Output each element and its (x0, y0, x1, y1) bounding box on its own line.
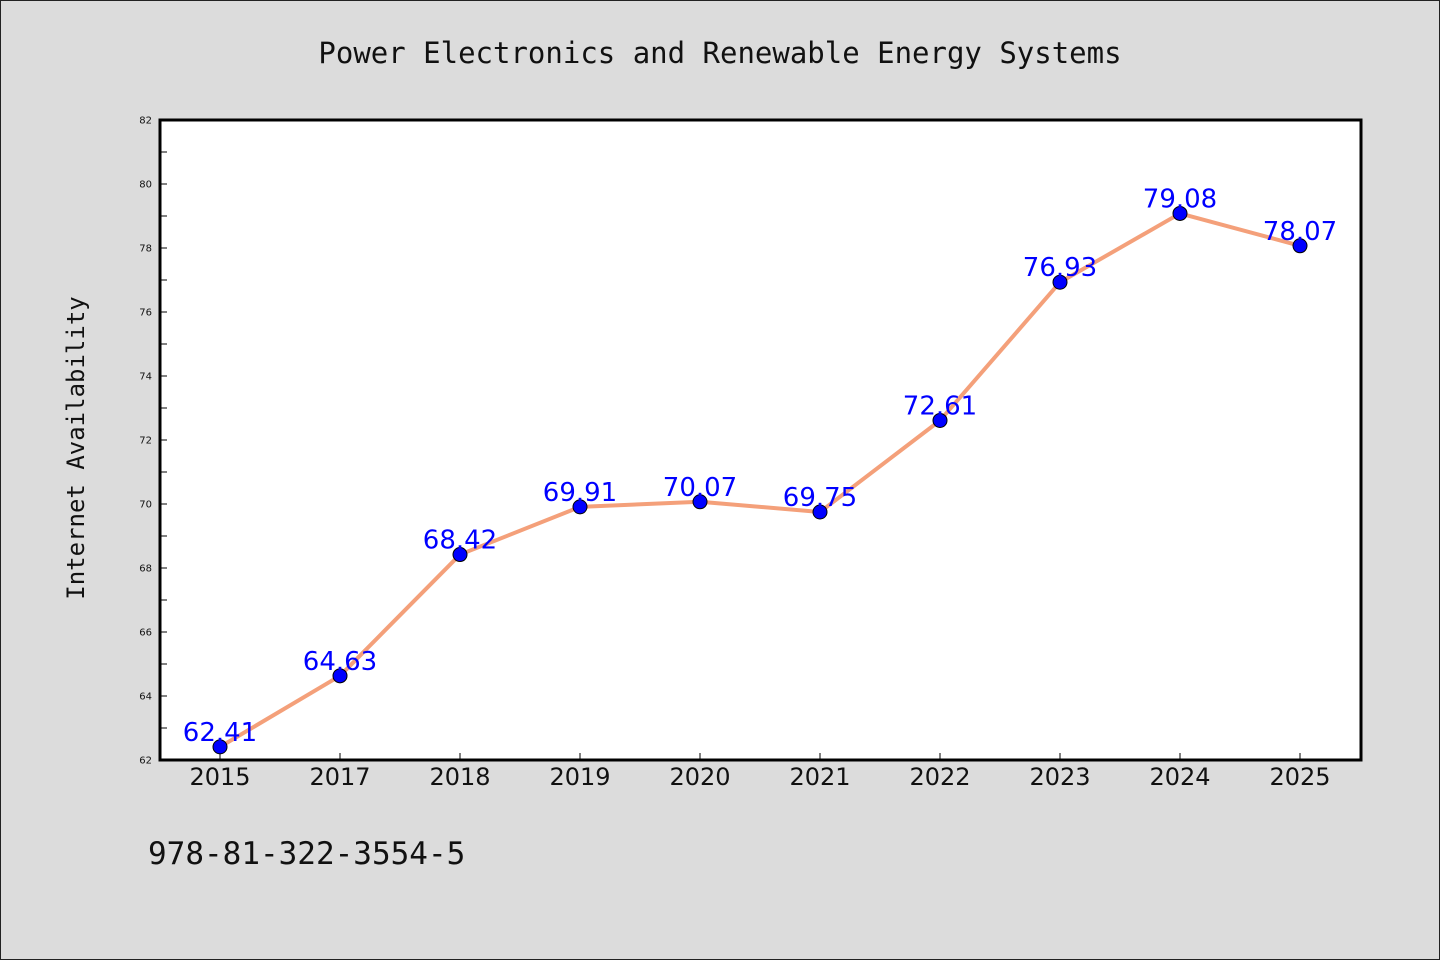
data-label: 78.07 (1263, 217, 1337, 247)
y-tick-label: 76 (139, 308, 152, 319)
data-point-marker (1052, 274, 1068, 290)
y-tick-label: 72 (139, 436, 152, 447)
isbn-text: 978-81-322-3554-5 (148, 836, 465, 872)
data-label: 69.75 (783, 483, 857, 513)
data-point-marker (212, 739, 228, 755)
series-line (218, 211, 1302, 749)
data-label: 76.93 (1023, 253, 1097, 283)
x-tick-label: 2015 (189, 763, 250, 791)
y-tick-label: 62 (139, 756, 152, 767)
data-label: 68.42 (423, 526, 497, 556)
x-tick-label: 2024 (1149, 763, 1210, 791)
plot-border (158, 118, 1363, 762)
y-axis-label: Internet Availability (62, 296, 90, 599)
data-label: 72.61 (903, 391, 977, 421)
data-label: 70.07 (663, 473, 737, 503)
data-point-marker (1172, 205, 1188, 221)
data-labels: 62.41 64.63 68.42 69.91 70.07 69.75 72.61 76.93… (183, 184, 1337, 747)
series-line-group (218, 211, 1302, 749)
x-tick-label: 2019 (549, 763, 610, 791)
y-tick-label: 82 (139, 116, 152, 127)
data-point-marker (452, 547, 468, 563)
x-tick-label: 2017 (309, 763, 370, 791)
data-point-marker (1292, 238, 1308, 254)
x-axis-ticks: 2015 2017 2018 2019 2020 2021 2022 2023 2024 2025 (189, 753, 1331, 791)
x-tick-label: 2023 (1029, 763, 1090, 791)
x-tick-label: 2018 (429, 763, 490, 791)
y-tick-label: 74 (139, 372, 152, 383)
data-point-marker (572, 499, 588, 515)
y-tick-label: 78 (139, 244, 152, 255)
data-point-marker (332, 668, 348, 684)
data-label: 79.08 (1143, 184, 1217, 214)
data-label: 64.63 (303, 647, 377, 677)
data-point-marker (812, 504, 828, 520)
chart-title: Power Electronics and Renewable Energy S… (318, 36, 1121, 70)
x-tick-label: 2025 (1269, 763, 1330, 791)
y-tick-label: 66 (139, 628, 152, 639)
y-tick-label: 68 (139, 564, 152, 575)
y-tick-label: 80 (139, 180, 152, 191)
y-tick-label: 70 (139, 500, 152, 511)
x-tick-label: 2020 (669, 763, 730, 791)
data-point-marker (932, 412, 948, 428)
y-tick-label: 64 (139, 692, 152, 703)
x-tick-label: 2021 (789, 763, 850, 791)
data-markers (212, 205, 1308, 755)
x-tick-label: 2022 (909, 763, 970, 791)
data-label: 69.91 (543, 478, 617, 508)
data-label: 62.41 (183, 718, 257, 748)
data-point-marker (692, 494, 708, 510)
